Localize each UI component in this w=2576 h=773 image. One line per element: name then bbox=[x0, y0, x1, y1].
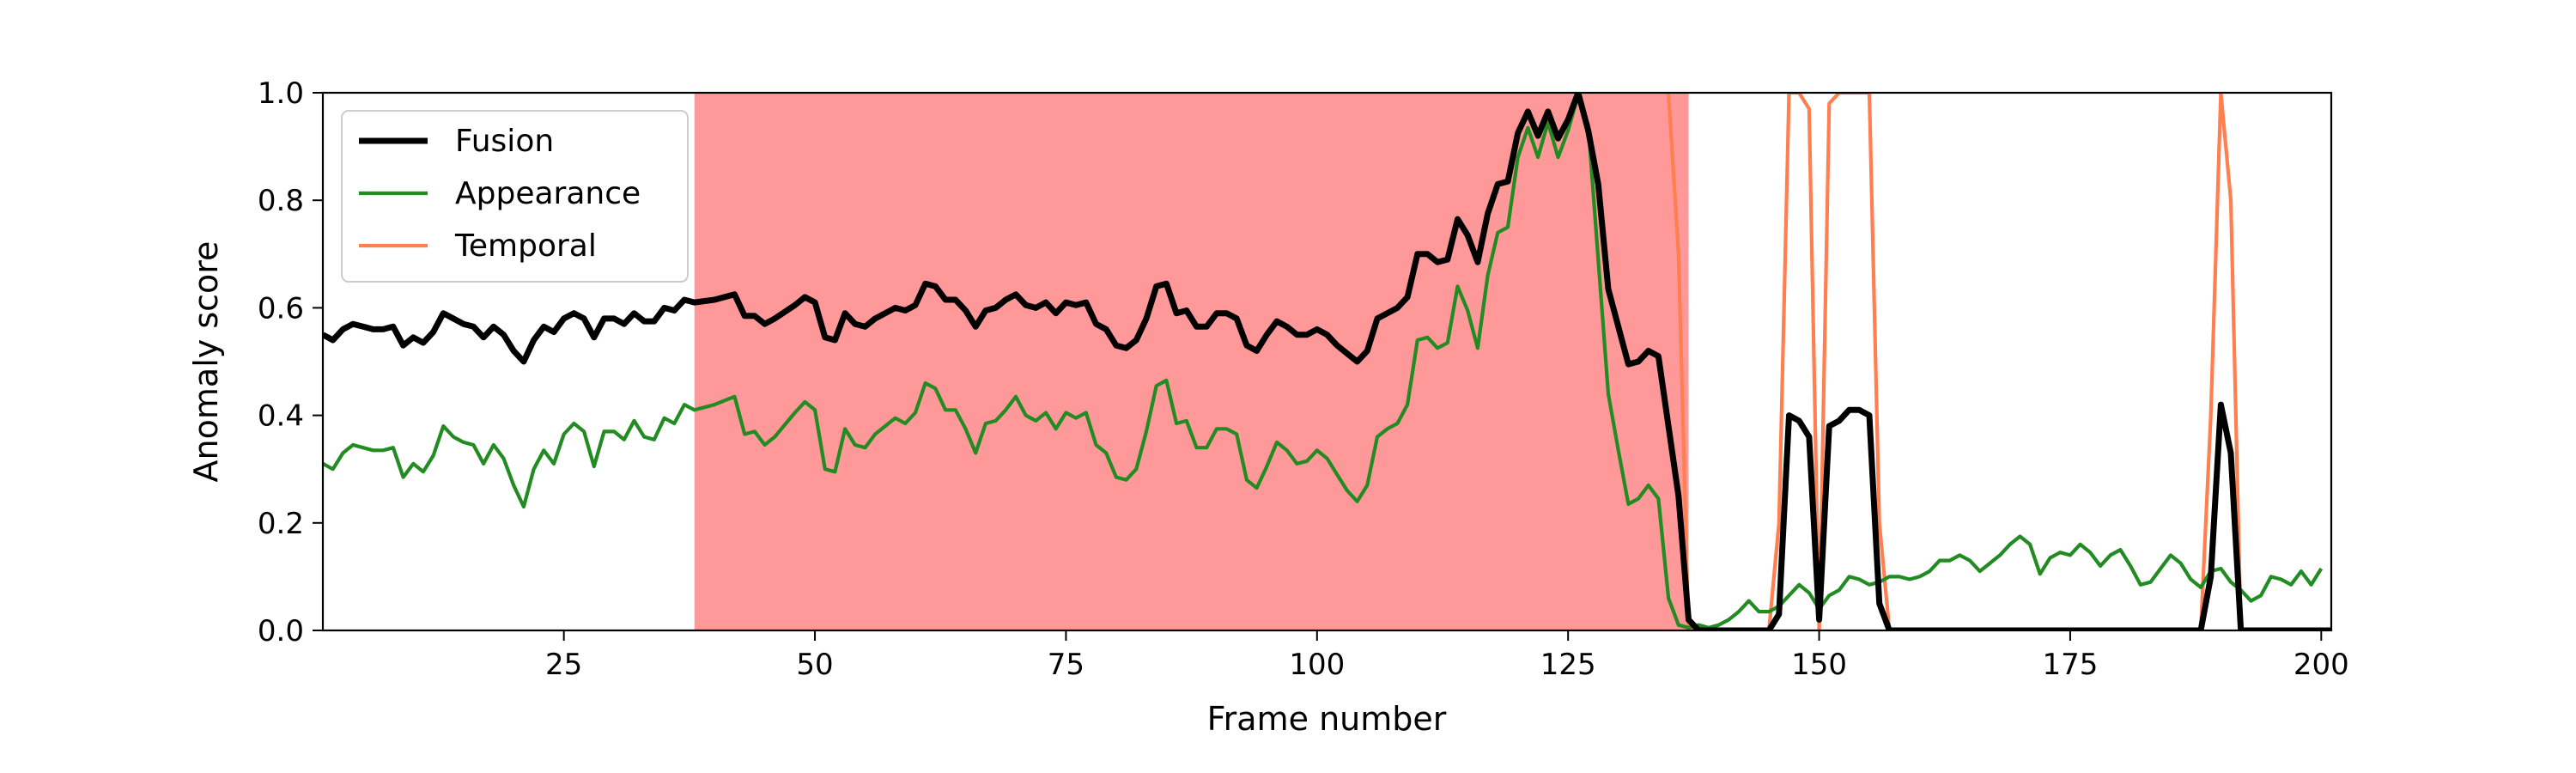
shaded-region-layer bbox=[694, 93, 1689, 630]
legend-box bbox=[341, 110, 689, 283]
x-tick-label: 25 bbox=[545, 648, 582, 682]
legend-entries: Fusion Appearance Temporal bbox=[359, 124, 641, 264]
x-tick-label: 200 bbox=[2293, 648, 2349, 682]
x-axis-label: Frame number bbox=[1207, 700, 1447, 738]
x-tick-label: 175 bbox=[2042, 648, 2098, 682]
y-tick-label: 0.8 bbox=[258, 184, 304, 218]
legend-label-temporal: Temporal bbox=[454, 228, 597, 264]
y-tick-label: 1.0 bbox=[258, 76, 304, 111]
y-axis-label: Anomaly score bbox=[187, 241, 225, 483]
legend-label-fusion: Fusion bbox=[455, 124, 554, 159]
series-layer bbox=[323, 93, 2331, 630]
axes-layer bbox=[321, 91, 2333, 632]
x-tick-label: 75 bbox=[1048, 648, 1084, 682]
y-tick-label: 0.6 bbox=[258, 291, 304, 326]
x-tick-label: 100 bbox=[1289, 648, 1345, 682]
legend: Fusion Appearance Temporal bbox=[341, 110, 689, 283]
x-tick-label: 125 bbox=[1540, 648, 1596, 682]
x-tick-label: 50 bbox=[796, 648, 833, 682]
x-tick-label: 150 bbox=[1791, 648, 1847, 682]
x-ticks: 25 50 75 100 125 150 175 200 bbox=[545, 630, 2349, 682]
legend-label-appearance: Appearance bbox=[455, 176, 641, 211]
y-tick-label: 0.2 bbox=[258, 507, 304, 541]
series-line-fusion bbox=[323, 93, 2331, 630]
anomaly-region bbox=[694, 93, 1689, 630]
y-tick-label: 0.0 bbox=[258, 614, 304, 648]
plot-frame bbox=[321, 91, 2333, 632]
y-tick-label: 0.4 bbox=[258, 399, 304, 434]
y-ticks: 0.0 0.2 0.4 0.6 0.8 1.0 bbox=[258, 76, 323, 648]
series-line-appearance bbox=[323, 93, 2324, 630]
series-line-temporal bbox=[1667, 93, 2331, 630]
